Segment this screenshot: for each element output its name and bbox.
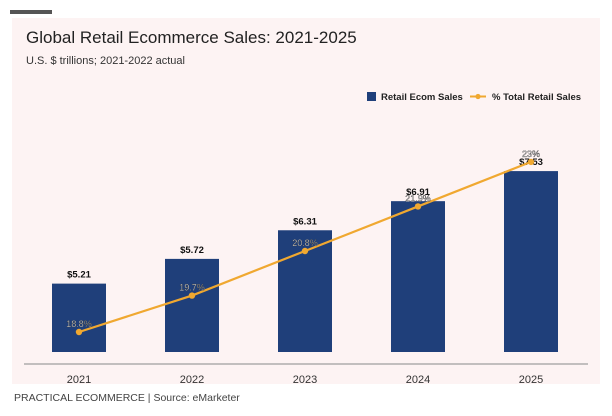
x-tick-label: 2022 (180, 374, 204, 386)
bar-value-label: $6.31 (293, 216, 317, 227)
legend-label-bar: Retail Ecom Sales (381, 92, 463, 103)
pct-point (75, 328, 83, 336)
pct-point (301, 247, 309, 255)
x-tick-label: 2021 (67, 374, 91, 386)
pct-value-label: 21.9% (405, 193, 431, 203)
legend-swatch-bar (367, 92, 376, 101)
pct-value-label: 20.8% (292, 238, 318, 248)
pct-value-label: 19.7% (179, 283, 205, 293)
bar (504, 171, 558, 352)
pct-value-label: 18.8% (66, 319, 92, 329)
bar-series: $5.21$5.72$6.31$6.91$7.53 (52, 157, 558, 352)
bar (52, 283, 106, 352)
bar (391, 201, 445, 352)
pct-point (414, 203, 422, 210)
x-axis-ticks: 2021 2022 2023 2024 2025 (67, 374, 543, 386)
pct-point (527, 158, 535, 166)
x-tick-label: 2025 (519, 374, 543, 386)
pct-point (188, 292, 196, 299)
x-tick-label: 2023 (293, 374, 317, 386)
bar-value-label: $5.72 (180, 245, 204, 256)
legend-swatch-marker (475, 93, 481, 100)
chart-subtitle: U.S. $ trillions; 2021-2022 actual (26, 55, 185, 67)
legend-label-line: % Total Retail Sales (492, 92, 581, 103)
legend: Retail Ecom Sales % Total Retail Sales (367, 92, 581, 103)
source-footer: PRACTICAL ECOMMERCE | Source: eMarketer (14, 392, 240, 404)
line-series: 18.8% 19.7% 20.8% 21.9% 23% (66, 149, 540, 336)
bar-value-label: $5.21 (67, 270, 91, 281)
chart-title: Global Retail Ecommerce Sales: 2021-2025 (26, 28, 357, 47)
x-tick-label: 2024 (406, 374, 430, 386)
bar-value-label: $6.91 (406, 187, 430, 198)
pct-value-label: 23% (522, 149, 540, 159)
top-accent-bar (10, 10, 52, 14)
chart-canvas: $5.21$5.72$6.31$6.91$7.53 18.8%19.7%20.8… (24, 92, 588, 386)
bar (165, 258, 219, 352)
